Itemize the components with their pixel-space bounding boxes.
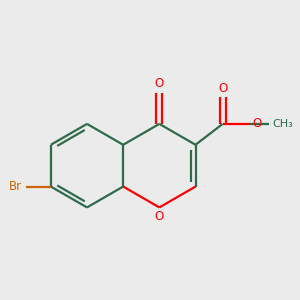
Text: O: O [252,117,261,130]
Text: CH₃: CH₃ [273,119,294,129]
Text: O: O [155,77,164,91]
Text: O: O [218,82,227,95]
Text: O: O [155,209,164,223]
Text: Br: Br [9,180,22,193]
